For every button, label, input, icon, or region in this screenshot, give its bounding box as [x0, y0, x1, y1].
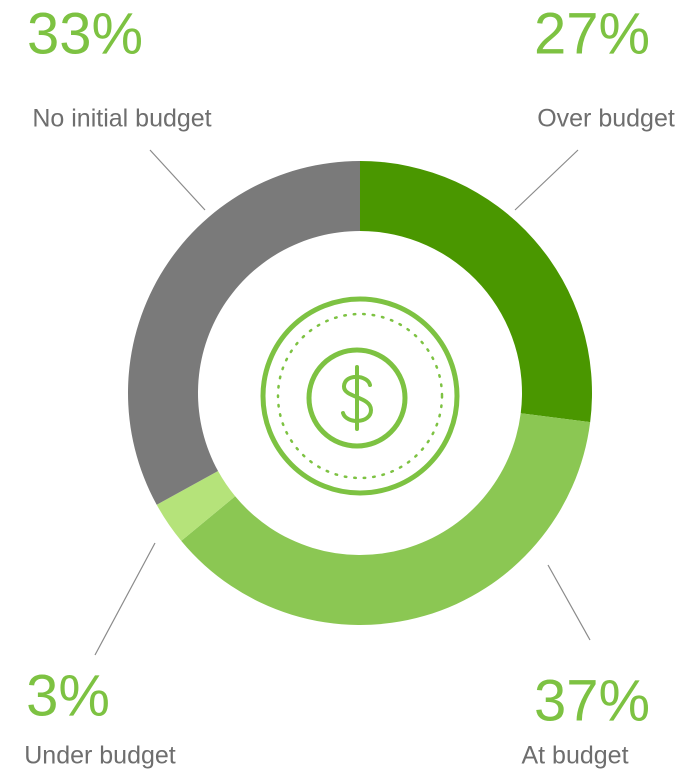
slice [181, 413, 591, 625]
leader-line [547, 564, 591, 641]
value-label: 3% [26, 663, 110, 728]
category-label: At budget [521, 742, 628, 770]
icon-ring [260, 296, 460, 496]
center-icon [260, 296, 460, 496]
icon-inner-ring [306, 347, 408, 449]
value-label: 33% [27, 1, 143, 66]
leader-line [149, 149, 206, 211]
category-label: Under budget [24, 742, 176, 770]
slice [360, 161, 592, 423]
icon-dotted-ring [276, 312, 444, 480]
value-label: 27% [534, 1, 650, 66]
category-label: Over budget [537, 105, 675, 133]
value-label: 37% [534, 668, 650, 733]
slice [156, 471, 236, 541]
slice [127, 161, 360, 505]
leader-line [514, 149, 579, 211]
category-label: No initial budget [32, 105, 211, 133]
leader-line [94, 542, 156, 656]
dollar-icon [341, 365, 374, 431]
